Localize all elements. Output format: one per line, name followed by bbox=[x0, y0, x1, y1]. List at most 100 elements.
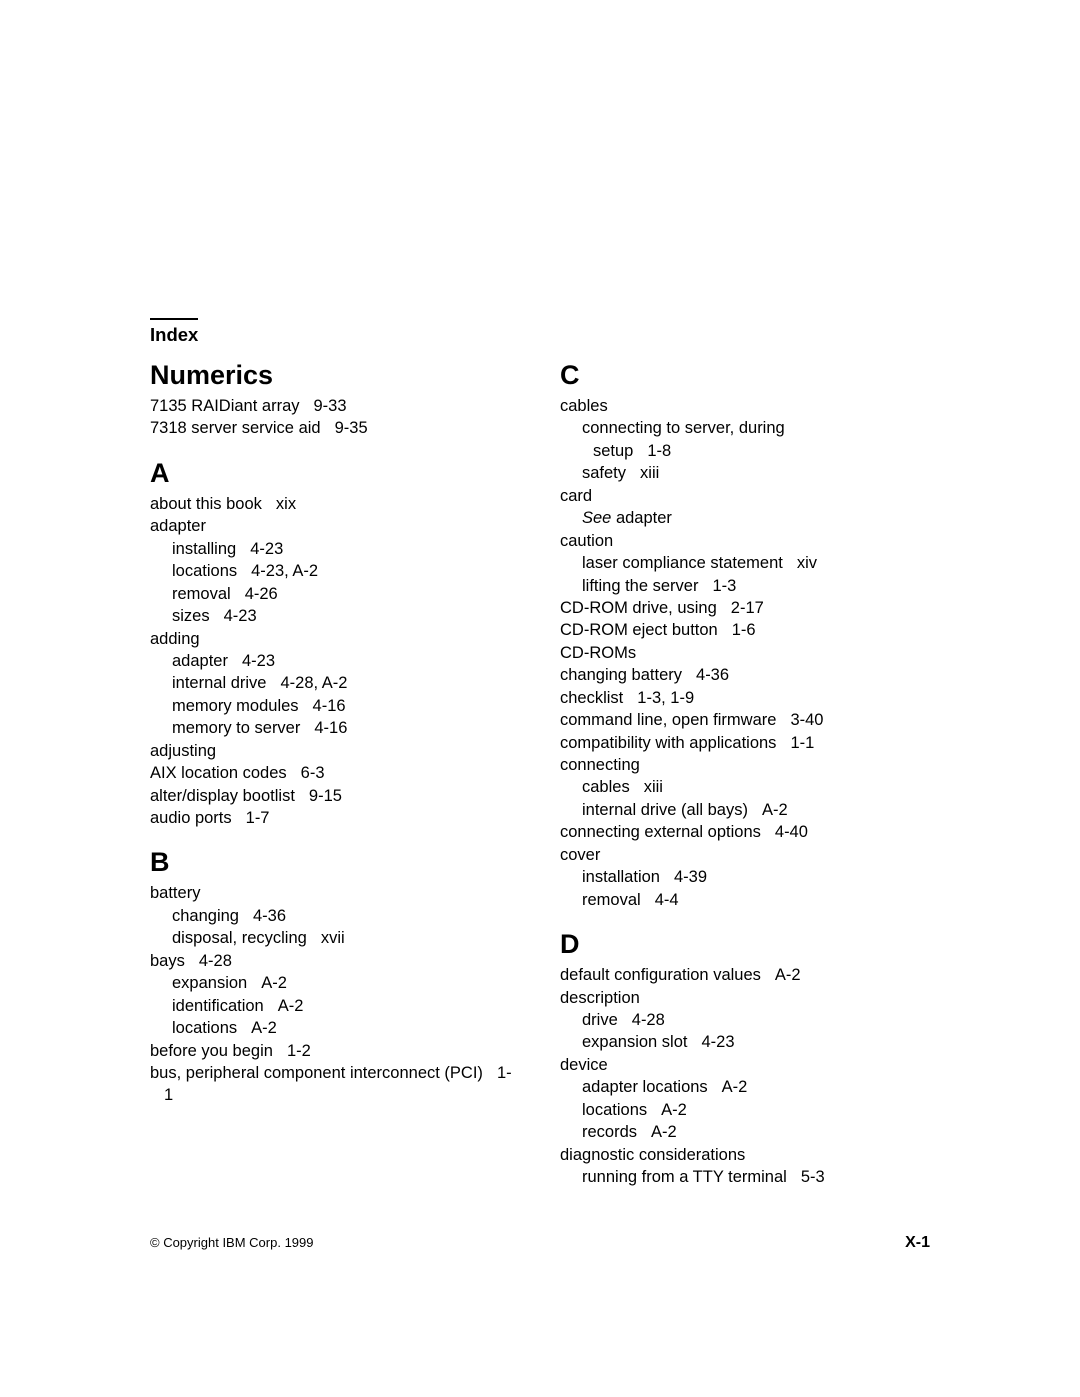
section-heading: B bbox=[150, 847, 520, 878]
entry-text: diagnostic considerations bbox=[560, 1146, 745, 1164]
page-ref: 1-7 bbox=[246, 809, 270, 827]
page-ref: 1-2 bbox=[287, 1042, 311, 1060]
entry-text: compatibility with applications bbox=[560, 734, 776, 752]
page-ref: 1-1 bbox=[790, 734, 814, 752]
index-page: Index Numerics7135 RAIDiant array9-33731… bbox=[0, 0, 1080, 1188]
index-entry: connecting external options4-40 bbox=[560, 821, 930, 843]
entry-text: changing battery bbox=[560, 666, 682, 684]
entry-text: lifting the server bbox=[582, 577, 698, 595]
index-entry: about this bookxix bbox=[150, 493, 520, 515]
entry-text: removal bbox=[172, 585, 231, 603]
entry-text: identification bbox=[172, 997, 264, 1015]
entry-text: records bbox=[582, 1123, 637, 1141]
page-ref: A-2 bbox=[651, 1123, 677, 1141]
copyright-text: © Copyright IBM Corp. 1999 bbox=[150, 1235, 313, 1250]
page-ref: A-2 bbox=[251, 1019, 277, 1037]
index-entry: adjusting bbox=[150, 740, 520, 762]
page-ref: 9-33 bbox=[314, 397, 347, 415]
entry-text: locations bbox=[172, 562, 237, 580]
entry-text: sizes bbox=[172, 607, 210, 625]
see-reference: See bbox=[582, 509, 611, 527]
index-entry: AIX location codes6-3 bbox=[150, 762, 520, 784]
index-entry: adapter4-23 bbox=[172, 650, 520, 672]
entry-text: expansion slot bbox=[582, 1033, 688, 1051]
index-entry: adapter locationsA-2 bbox=[582, 1076, 930, 1098]
entry-text: connecting external options bbox=[560, 823, 761, 841]
page-ref: 5-3 bbox=[801, 1168, 825, 1186]
entry-text: adapter locations bbox=[582, 1078, 708, 1096]
index-entry: locations A-2 bbox=[582, 1099, 930, 1121]
index-entry: connecting to server, during bbox=[582, 417, 930, 439]
entry-text: adapter bbox=[150, 517, 206, 535]
entry-text: checklist bbox=[560, 689, 623, 707]
index-entry: drive4-28 bbox=[582, 1009, 930, 1031]
page-footer: © Copyright IBM Corp. 1999 X-1 bbox=[150, 1234, 930, 1252]
entry-text: AIX location codes bbox=[150, 764, 287, 782]
index-header: Index bbox=[150, 318, 198, 346]
index-entry: memory to server4-16 bbox=[172, 717, 520, 739]
index-entry: command line, open firmware3-40 bbox=[560, 709, 930, 731]
entry-text: cables bbox=[560, 397, 608, 415]
entry-text: installing bbox=[172, 540, 236, 558]
index-entry: records A-2 bbox=[582, 1121, 930, 1143]
entry-text: memory modules bbox=[172, 697, 299, 715]
index-title: Index bbox=[150, 324, 198, 346]
page-ref: A-2 bbox=[661, 1101, 687, 1119]
index-entry: description bbox=[560, 987, 930, 1009]
index-entry: connecting bbox=[560, 754, 930, 776]
index-columns: Numerics7135 RAIDiant array9-337318 serv… bbox=[150, 360, 930, 1188]
page-ref: 1-3, 1-9 bbox=[637, 689, 694, 707]
page-ref: 3-40 bbox=[790, 711, 823, 729]
entry-text: bays bbox=[150, 952, 185, 970]
entry-text: adjusting bbox=[150, 742, 216, 760]
entry-text: internal drive bbox=[172, 674, 266, 692]
entry-text: laser compliance statement bbox=[582, 554, 783, 572]
index-entry: before you begin1-2 bbox=[150, 1040, 520, 1062]
entry-text: CD-ROM eject button bbox=[560, 621, 718, 639]
entry-text: bus, peripheral component interconnect (… bbox=[150, 1064, 483, 1082]
index-entry: CD-ROMs bbox=[560, 642, 930, 664]
entry-text: about this book bbox=[150, 495, 262, 513]
index-entry: CD-ROM eject button 1-6 bbox=[560, 619, 930, 641]
entry-text: alter/display bootlist bbox=[150, 787, 295, 805]
entry-text: battery bbox=[150, 884, 200, 902]
entry-text: CD-ROM drive, using bbox=[560, 599, 717, 617]
page-ref: 1-8 bbox=[647, 442, 671, 460]
entry-text: card bbox=[560, 487, 592, 505]
page-ref: 4-28 bbox=[199, 952, 232, 970]
page-ref: 4-23, A-2 bbox=[251, 562, 318, 580]
page-number: X-1 bbox=[905, 1234, 930, 1252]
entry-text: connecting to server, during bbox=[582, 419, 785, 437]
page-ref: 1-6 bbox=[732, 621, 756, 639]
entry-text: installation bbox=[582, 868, 660, 886]
entry-text: changing bbox=[172, 907, 239, 925]
entry-text: locations bbox=[172, 1019, 237, 1037]
index-entry: locations A-2 bbox=[172, 1017, 520, 1039]
index-entry: alter/display bootlist9-15 bbox=[150, 785, 520, 807]
page-ref: 4-16 bbox=[314, 719, 347, 737]
index-entry: compatibility with applications 1-1 bbox=[560, 732, 930, 754]
entry-text: adapter bbox=[611, 509, 672, 527]
page-ref: A-2 bbox=[762, 801, 788, 819]
page-ref: 4-23 bbox=[242, 652, 275, 670]
index-entry: safetyxiii bbox=[582, 462, 930, 484]
page-ref: 4-28 bbox=[632, 1011, 665, 1029]
page-ref: 4-23 bbox=[250, 540, 283, 558]
index-entry: changing battery4-36 bbox=[560, 664, 930, 686]
entry-text: description bbox=[560, 989, 640, 1007]
index-entry: removal4-26 bbox=[172, 583, 520, 605]
entry-text: CD-ROMs bbox=[560, 644, 636, 662]
index-entry: 7318 server service aid9-35 bbox=[150, 417, 520, 439]
entry-text: 7135 RAIDiant array bbox=[150, 397, 300, 415]
page-ref: A-2 bbox=[261, 974, 287, 992]
index-entry: diagnostic considerations bbox=[560, 1144, 930, 1166]
index-entry: cablesxiii bbox=[582, 776, 930, 798]
index-entry: running from a TTY terminal5-3 bbox=[582, 1166, 930, 1188]
index-entry: audio ports1-7 bbox=[150, 807, 520, 829]
index-entry: checklist 1-3, 1-9 bbox=[560, 687, 930, 709]
page-ref: 4-4 bbox=[655, 891, 679, 909]
entry-text: locations bbox=[582, 1101, 647, 1119]
index-entry: adapter bbox=[150, 515, 520, 537]
page-ref: 2-17 bbox=[731, 599, 764, 617]
page-ref: 4-28, A-2 bbox=[280, 674, 347, 692]
